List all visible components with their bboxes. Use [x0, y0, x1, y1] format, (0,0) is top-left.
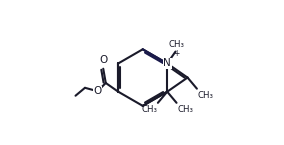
Text: N: N: [163, 58, 171, 68]
Text: CH₃: CH₃: [168, 40, 184, 49]
Text: O: O: [93, 86, 102, 96]
Text: CH₃: CH₃: [198, 91, 214, 100]
Text: CH₃: CH₃: [177, 105, 193, 114]
Text: O: O: [99, 55, 107, 65]
Text: CH₃: CH₃: [141, 105, 157, 114]
Text: +: +: [173, 49, 179, 58]
